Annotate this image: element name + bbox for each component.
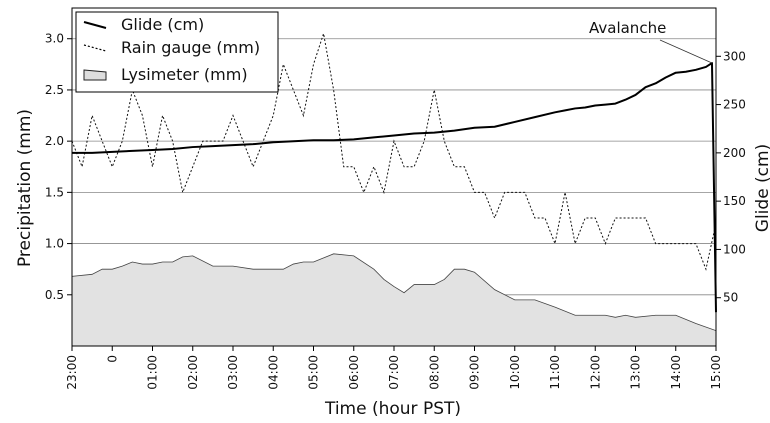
x-axis-title: Time (hour PST): [324, 399, 461, 419]
x-tick-label: 14:00: [669, 355, 683, 390]
x-tick-label: 05:00: [307, 355, 321, 390]
x-tick-label: 11:00: [548, 355, 562, 390]
legend-label-rain: Rain gauge (mm): [121, 38, 260, 57]
avalanche-label: Avalanche: [589, 19, 666, 37]
right-tick-label: 200: [723, 146, 746, 160]
x-tick-label: 23:00: [65, 355, 79, 390]
legend-swatch-glide: [83, 21, 107, 29]
legend: Glide (cm) Rain gauge (mm) Lysimeter (mm…: [75, 11, 279, 93]
right-tick-label: 300: [723, 49, 746, 63]
left-tick-label: 1.0: [45, 237, 64, 251]
left-tick-label: 2.0: [45, 134, 64, 148]
x-tick-label: 12:00: [588, 355, 602, 390]
legend-label-glide: Glide (cm): [121, 15, 204, 34]
left-axis-ticks: 0.5 1.0 1.5 2.0 2.5 3.0: [45, 32, 72, 302]
x-tick-label: 08:00: [427, 355, 441, 390]
lysimeter-area: [71, 253, 717, 347]
x-tick-label: 07:00: [387, 355, 401, 390]
legend-box: [75, 11, 279, 93]
right-tick-label: 100: [723, 242, 746, 256]
legend-swatch-lysimeter: [83, 69, 107, 81]
avalanche-annotation: Avalanche: [589, 19, 713, 64]
x-tick-label: 02:00: [186, 355, 200, 390]
y-axis-title-left: Precipitation (mm): [15, 109, 35, 267]
left-tick-label: 1.5: [45, 185, 64, 199]
left-tick-label: 0.5: [45, 288, 64, 302]
x-tick-label: 0: [105, 355, 119, 363]
rain-gauge-series: [71, 33, 717, 271]
left-tick-label: 3.0: [45, 32, 64, 46]
right-tick-label: 150: [723, 194, 746, 208]
lysimeter-series: [71, 253, 717, 347]
x-tick-label: 03:00: [226, 355, 240, 390]
glide-line: [72, 62, 717, 313]
avalanche-pointer: [659, 39, 713, 64]
x-tick-label: 15:00: [709, 355, 723, 390]
x-tick-label: 06:00: [347, 355, 361, 390]
x-tick-label: 09:00: [468, 355, 482, 390]
x-tick-label: 01:00: [146, 355, 160, 390]
y-axis-title-right: Glide (cm): [753, 144, 770, 232]
x-tick-label: 13:00: [629, 355, 643, 390]
left-tick-label: 2.5: [45, 83, 64, 97]
x-tick-label: 04:00: [266, 355, 280, 390]
x-tick-label: 10:00: [508, 355, 522, 390]
right-tick-label: 250: [723, 98, 746, 112]
rain-gauge-line: [71, 33, 717, 271]
x-axis-ticks: 23:00 0 01:00 02:00 03:00 04:00 05:00 06:00 07:0…: [65, 346, 723, 390]
right-tick-label: 50: [723, 291, 738, 305]
legend-label-lysimeter: Lysimeter (mm): [121, 65, 248, 84]
glide-series: [72, 62, 717, 313]
right-axis-ticks: 50 100 150 200 250 300: [716, 49, 746, 305]
